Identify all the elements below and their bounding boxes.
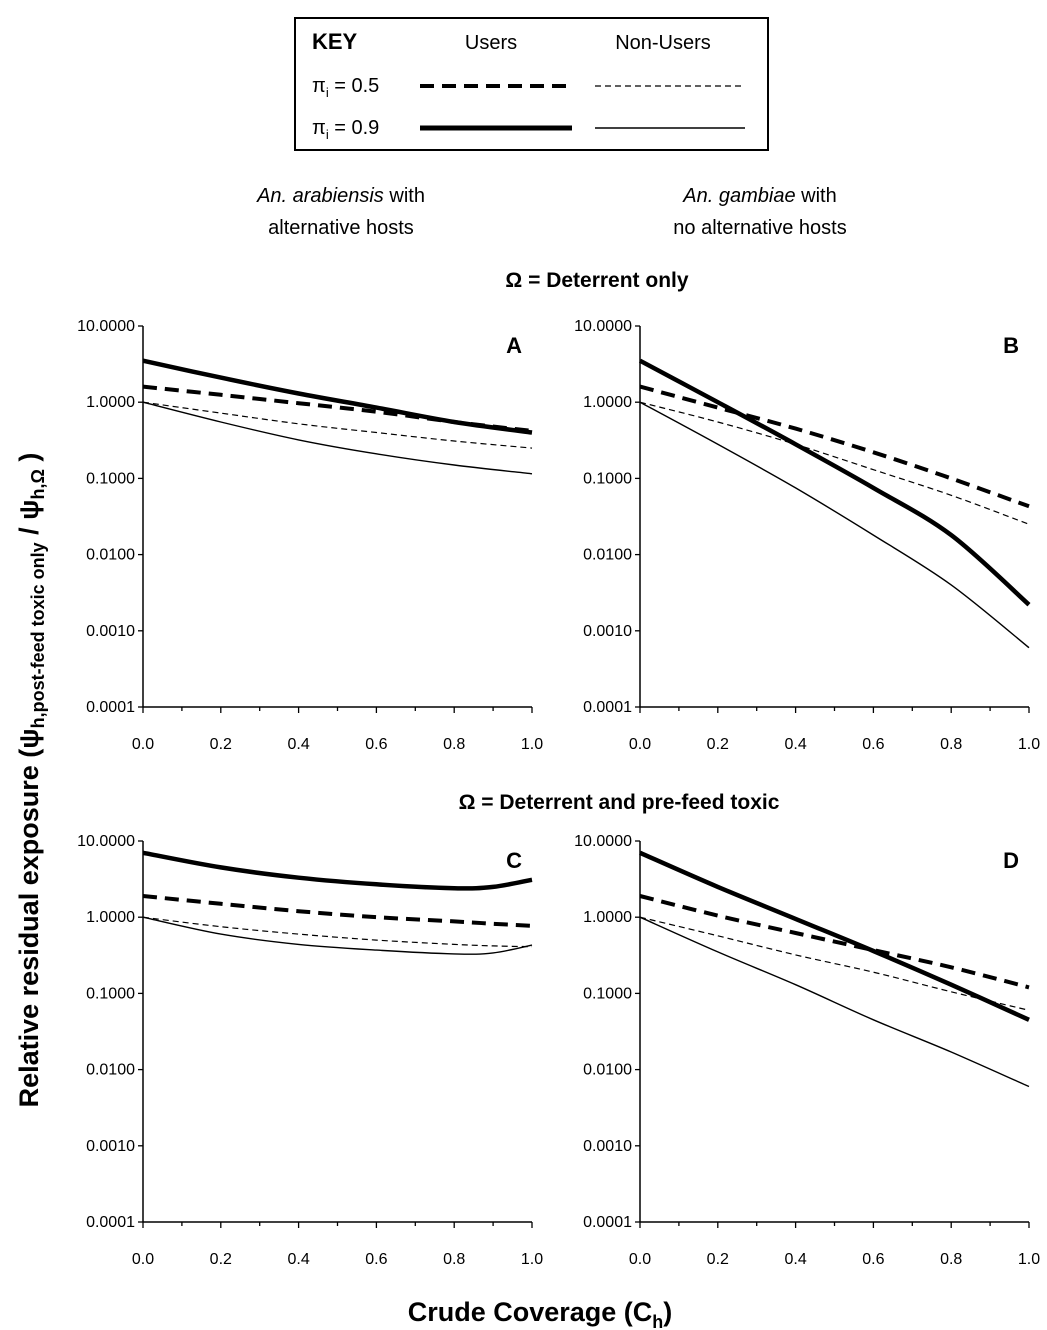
- series-line-nonusers-0.5: [639, 401, 1030, 525]
- y-tick-label: 0.0100: [86, 547, 135, 564]
- x-tick-label: 0.0: [132, 736, 154, 753]
- column-header-right-line2: no alternative hosts: [673, 217, 846, 239]
- panel-a: 10.0000 1.0000 0.1000 0.0100 0.0010 0.0001 0.0…: [77, 318, 543, 753]
- y-tick-label: 0.0010: [583, 623, 632, 640]
- y-tick-label: 1.0000: [583, 909, 632, 926]
- legend-row-0.9-label: πi = 0.9: [312, 117, 379, 142]
- x-tick-label: 0.6: [862, 1251, 884, 1268]
- column-header-left-line1: An. arabiensis with: [256, 185, 425, 207]
- x-tick-label: 0.4: [784, 736, 806, 753]
- legend-col-nonusers: Non-Users: [615, 32, 711, 54]
- panel-d: 10.0000 1.0000 0.1000 0.0100 0.0010 0.0001 0.0…: [574, 833, 1040, 1268]
- x-tick-label: 0.2: [210, 736, 232, 753]
- column-header-left-line2: alternative hosts: [268, 217, 414, 239]
- x-tick-label: 1.0: [1018, 736, 1040, 753]
- section-title-deterrent-only: Ω = Deterrent only: [505, 269, 688, 292]
- x-tick-label: 0.6: [862, 736, 884, 753]
- x-tick-label: 0.0: [132, 1251, 154, 1268]
- y-tick-label: 0.1000: [86, 985, 135, 1002]
- x-axis-label: Crude Coverage (Ch): [408, 1297, 673, 1330]
- y-tick-label: 0.0001: [583, 1214, 632, 1231]
- y-tick-label: 0.0001: [86, 699, 135, 716]
- series-line-users-0.5: [639, 384, 1030, 509]
- y-tick-label: 0.0100: [86, 1062, 135, 1079]
- y-tick-label: 10.0000: [574, 833, 632, 850]
- series-line-nonusers-0.5: [639, 916, 1030, 1011]
- x-tick-label: 0.4: [784, 1251, 806, 1268]
- x-tick-label: 1.0: [1018, 1251, 1040, 1268]
- y-tick-label: 1.0000: [86, 909, 135, 926]
- series-line-nonusers-0.5: [142, 916, 533, 948]
- y-tick-label: 1.0000: [86, 394, 135, 411]
- y-tick-label: 0.1000: [86, 470, 135, 487]
- x-tick-label: 0.2: [707, 1251, 729, 1268]
- y-tick-label: 0.0001: [583, 699, 632, 716]
- panel-b: 10.0000 1.0000 0.1000 0.0100 0.0010 0.0001 0.0…: [574, 318, 1040, 753]
- panel-letter: D: [1003, 848, 1019, 873]
- series-line-users-0.9: [638, 358, 1031, 607]
- series-line-nonusers-0.5: [142, 401, 533, 449]
- x-tick-label: 0.6: [365, 1251, 387, 1268]
- y-axis-label: Relative residual exposure (ψh,post-feed…: [14, 453, 48, 1108]
- x-tick-label: 0.6: [365, 736, 387, 753]
- series-line-users-0.9: [142, 358, 533, 435]
- series-line-users-0.9: [142, 850, 533, 891]
- section-title-deterrent-pre-feed: Ω = Deterrent and pre-feed toxic: [459, 791, 780, 814]
- y-tick-label: 10.0000: [77, 318, 135, 335]
- x-tick-label: 0.8: [443, 1251, 465, 1268]
- x-tick-label: 0.8: [940, 1251, 962, 1268]
- y-tick-label: 0.1000: [583, 470, 632, 487]
- legend: KEY Users Non-Users πi = 0.5 πi = 0.9: [294, 17, 769, 151]
- series-line-nonusers-0.9: [142, 401, 533, 475]
- x-tick-label: 0.2: [707, 736, 729, 753]
- y-tick-label: 0.0100: [583, 1062, 632, 1079]
- series-line-users-0.5: [142, 894, 533, 928]
- panel-c: 10.0000 1.0000 0.1000 0.0100 0.0010 0.0001 0.0…: [77, 833, 543, 1268]
- panel-letter: B: [1003, 333, 1019, 358]
- x-tick-label: 0.8: [443, 736, 465, 753]
- x-tick-label: 0.4: [287, 736, 309, 753]
- y-tick-label: 10.0000: [574, 318, 632, 335]
- x-tick-label: 1.0: [521, 736, 543, 753]
- x-tick-label: 0.0: [629, 1251, 651, 1268]
- series-line-nonusers-0.9: [142, 916, 533, 955]
- panel-letter: C: [506, 848, 522, 873]
- y-tick-label: 1.0000: [583, 394, 632, 411]
- x-tick-label: 0.8: [940, 736, 962, 753]
- series-line-nonusers-0.9: [639, 916, 1030, 1088]
- y-tick-label: 0.0100: [583, 547, 632, 564]
- legend-col-users: Users: [465, 32, 517, 54]
- series-line-users-0.9: [639, 850, 1030, 1022]
- x-tick-label: 0.2: [210, 1251, 232, 1268]
- series-line-nonusers-0.9: [639, 401, 1030, 649]
- column-header-right-line1: An. gambiae with: [682, 185, 836, 207]
- legend-title: KEY: [312, 29, 358, 54]
- y-tick-label: 0.0001: [86, 1214, 135, 1231]
- y-tick-label: 0.0010: [583, 1138, 632, 1155]
- y-tick-label: 0.0010: [86, 1138, 135, 1155]
- x-tick-label: 0.4: [287, 1251, 309, 1268]
- series-line-users-0.5: [639, 894, 1030, 990]
- legend-row-0.5-label: πi = 0.5: [312, 75, 379, 100]
- y-tick-label: 10.0000: [77, 833, 135, 850]
- x-tick-label: 1.0: [521, 1251, 543, 1268]
- y-tick-label: 0.1000: [583, 985, 632, 1002]
- x-tick-label: 0.0: [629, 736, 651, 753]
- panel-letter: A: [506, 333, 522, 358]
- y-tick-label: 0.0010: [86, 623, 135, 640]
